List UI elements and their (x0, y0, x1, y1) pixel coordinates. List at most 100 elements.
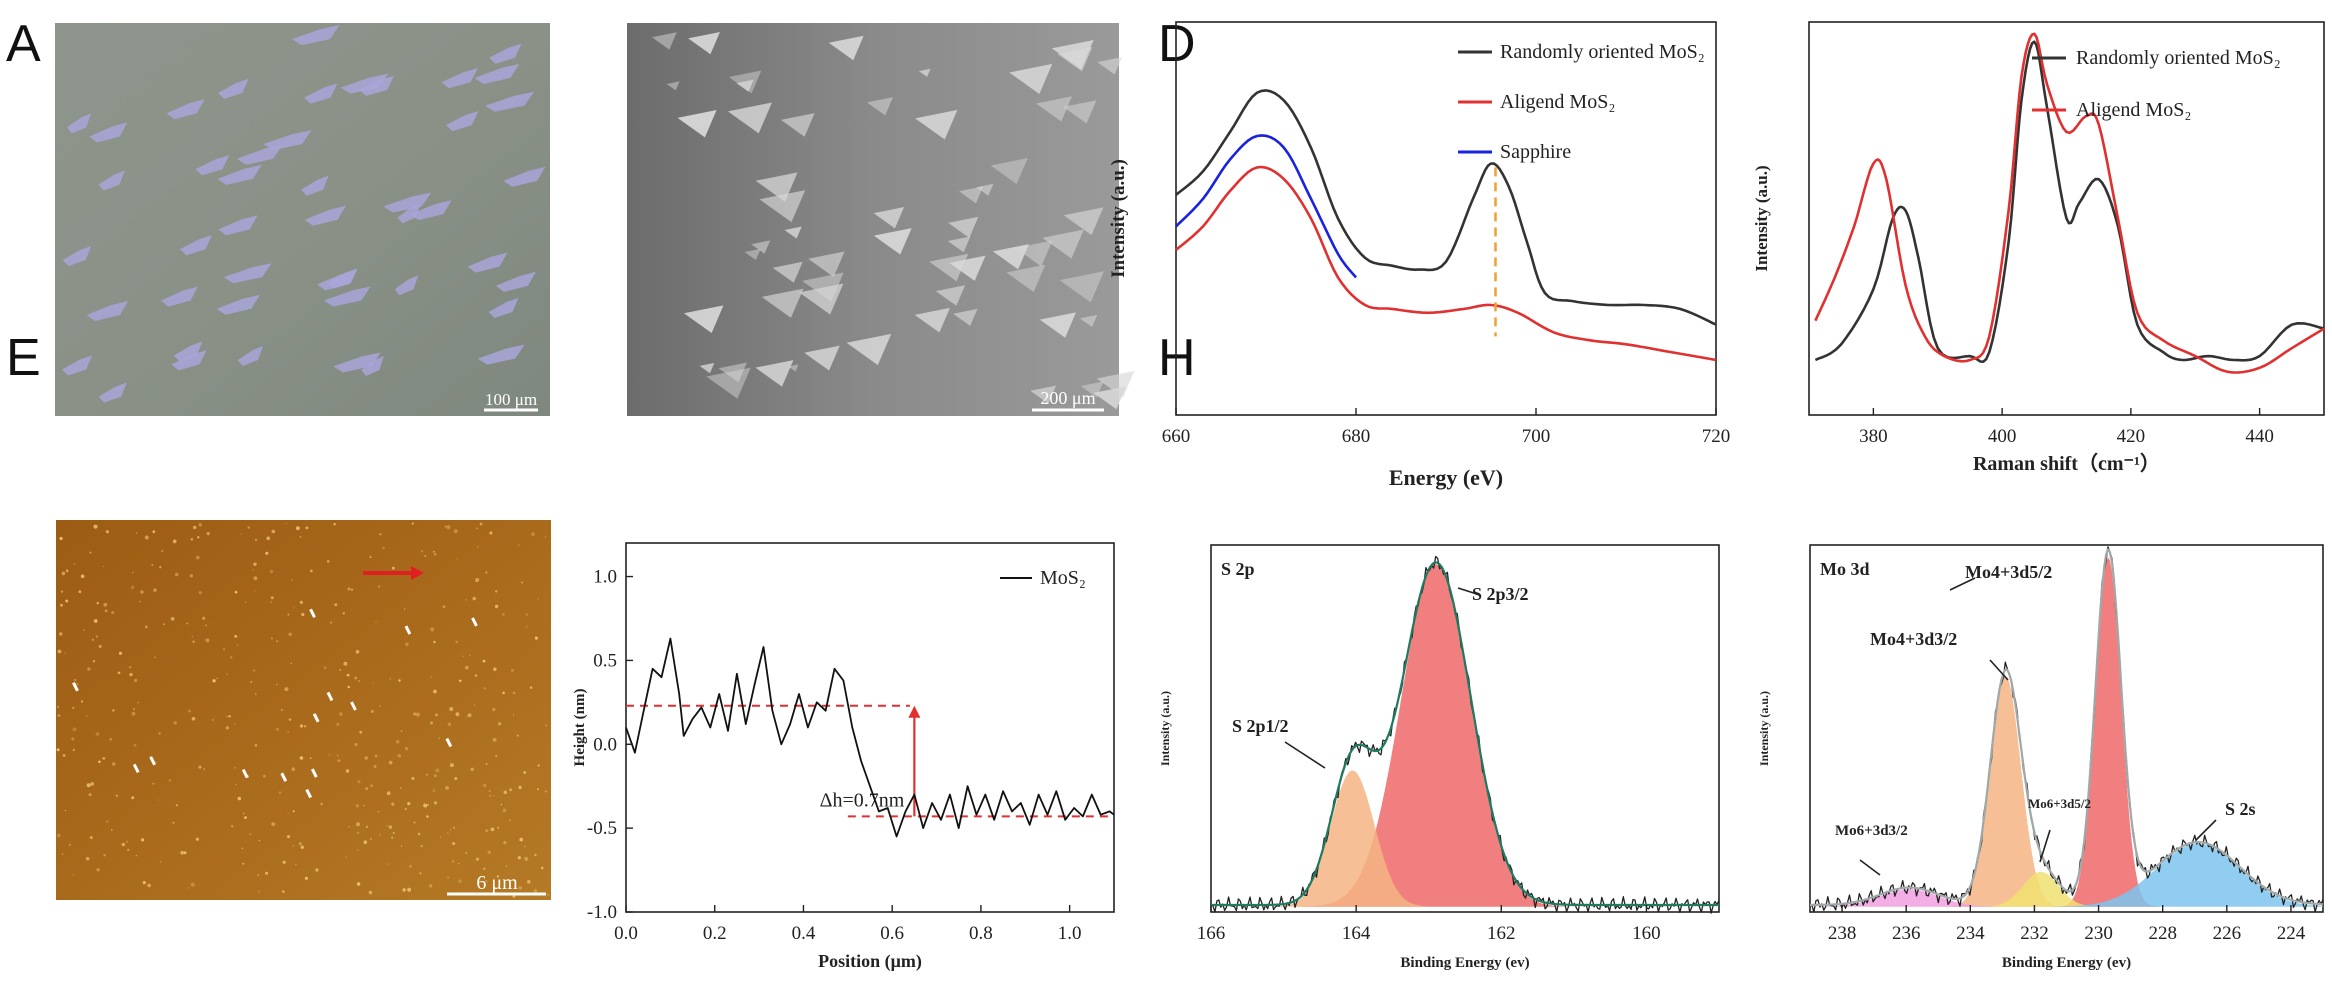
panel-e-particle (193, 525, 197, 530)
panel-e-particle (534, 636, 539, 640)
panel-e-scale-label: 6 μm (476, 872, 518, 894)
panel-e-particle (444, 525, 447, 528)
panel-e-particle (65, 569, 69, 573)
panel-e-particle (400, 845, 403, 847)
chart-h-label-arrow (1859, 859, 1881, 876)
panel-e-particle (465, 599, 467, 601)
panel-e-particle (129, 672, 133, 677)
panel-e-particle (447, 876, 449, 879)
panel-b-flake (953, 308, 978, 326)
chart-g-peak-label: S 2p1/2 (1232, 716, 1289, 736)
panel-e-particle (175, 572, 179, 577)
panel-e-particle (133, 743, 137, 747)
panel-e-particle (127, 848, 130, 852)
panel-e-particle (493, 795, 495, 797)
panel-e-particle (377, 810, 380, 813)
chart-h-peak-label: Mo6+3d5/2 (2028, 796, 2091, 811)
panel-b-flake (706, 367, 751, 399)
panel-a-flake (489, 43, 522, 64)
panel-e-particle (459, 679, 462, 682)
panel-e-particle (292, 845, 295, 847)
panel-a-flake (98, 170, 125, 191)
chart-f-xtick-label: 0.2 (703, 923, 727, 944)
panel-e-particle (388, 760, 393, 765)
panel-a-flake (180, 235, 212, 256)
panel-e-particle (427, 804, 429, 806)
panel-e-particle (453, 826, 456, 829)
panel-e-particle (455, 640, 458, 644)
panel-e-particle (323, 666, 327, 669)
panel-a-flake (160, 286, 198, 307)
panel-b-flake (651, 32, 677, 50)
panel-e-particle (57, 714, 61, 717)
panel-e-particle (299, 600, 303, 605)
panel-e-particle (326, 560, 330, 563)
chart-h-label-arrow (2039, 829, 2051, 863)
panel-e-particle (299, 756, 304, 760)
panel-e-particle (295, 863, 297, 866)
panel-a-optical-image: 100 μm (55, 23, 550, 416)
panel-e-particle (276, 684, 278, 686)
panel-e-particle (430, 676, 432, 678)
panel-e-particle (154, 656, 156, 658)
panel-e-particle (57, 706, 59, 708)
panel-e-particle (509, 819, 511, 822)
panel-e-particle (411, 522, 414, 525)
chart-h-peak-label: Mo4+3d3/2 (1870, 629, 1957, 649)
panel-e-particle (83, 629, 85, 631)
panel-a-flake (340, 73, 389, 94)
panel-e-particle (512, 691, 516, 695)
panel-e-particle (206, 532, 210, 536)
panel-e-particle (93, 619, 98, 623)
panel-a-flake (441, 68, 478, 89)
panel-e-bright-particle (471, 617, 478, 627)
panel-e-particle (103, 602, 108, 607)
panel-e-particle (198, 591, 202, 595)
panel-e-particle (292, 810, 295, 813)
panel-e-particle (304, 876, 308, 880)
panel-e-particle (160, 549, 164, 553)
panel-a-background (55, 23, 550, 416)
panel-e-particle (498, 722, 502, 726)
panel-b-flake (1015, 240, 1053, 267)
chart-c-series-line-1 (1175, 165, 1717, 362)
panel-e-particle (386, 825, 388, 827)
panel-e-particle (230, 825, 234, 828)
panel-e-particle (285, 522, 288, 525)
panel-a-flake (488, 298, 519, 319)
panel-e-particle (138, 600, 141, 603)
panel-e-particle (102, 757, 106, 760)
panel-e-particle (475, 857, 480, 861)
panel-e-particle (72, 727, 77, 732)
panel-e-particle (301, 612, 305, 617)
panel-e-particle (195, 837, 199, 841)
chart-d-xtick-label: 380 (1859, 426, 1888, 447)
panel-e-particle (234, 590, 238, 594)
panel-e-particle (400, 730, 403, 732)
panel-b-flake (799, 283, 844, 315)
panel-e-particle (347, 587, 351, 591)
panel-e-particle (280, 708, 283, 712)
panel-e-particle (426, 815, 429, 818)
panel-b-sem-image: 200 μm (627, 23, 1135, 416)
panel-e-particle (198, 523, 202, 527)
panel-e-particle (337, 759, 341, 763)
panel-e-particle (537, 598, 540, 600)
panel-e-particle (305, 526, 309, 530)
chart-h-raw-data (1809, 546, 2324, 913)
panel-e-particle (465, 851, 468, 855)
panel-letter-e: E (6, 329, 41, 387)
panel-e-particle (490, 827, 495, 832)
panel-e-particle (509, 788, 512, 792)
panel-e-particle (413, 712, 417, 716)
panel-e-particle (356, 882, 361, 886)
panel-e-particle (112, 709, 115, 712)
panel-e-particle (336, 722, 340, 726)
panel-a-flake (301, 175, 329, 196)
panel-a-flake (383, 192, 432, 213)
panel-e-particle (446, 525, 451, 530)
panel-e-particle (342, 612, 345, 615)
panel-e-particle (163, 623, 166, 626)
panel-e-particles (56, 522, 549, 898)
panel-b-flake (914, 307, 950, 333)
